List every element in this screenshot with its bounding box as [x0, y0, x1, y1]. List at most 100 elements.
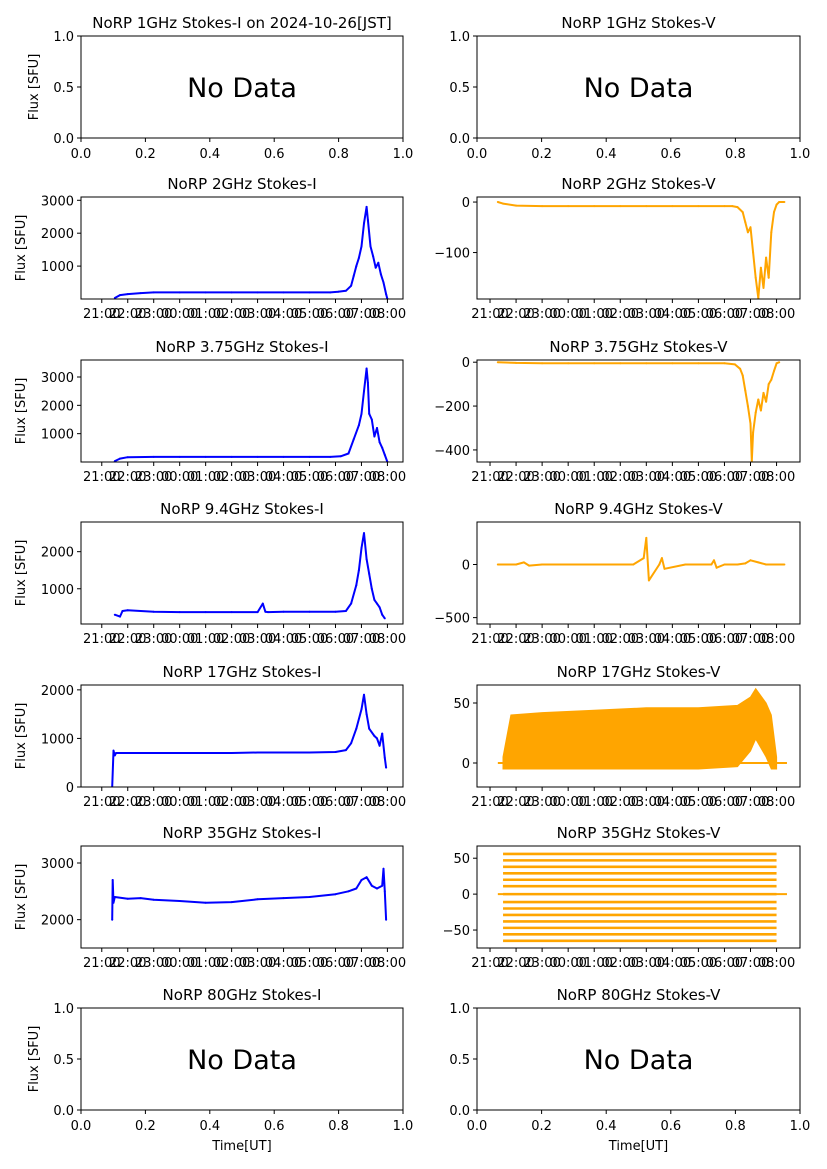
data-point: [744, 562, 747, 565]
x-tick-label: 01:00: [575, 307, 612, 322]
data-point: [660, 557, 663, 560]
data-point: [741, 374, 744, 377]
y-tick-label: 1000: [41, 260, 74, 275]
x-tick-label: 06:00: [317, 307, 354, 322]
y-tick-label: 3000: [41, 857, 74, 872]
x-tick-label: 00:00: [549, 470, 586, 485]
x-tick-label: 21:00: [471, 470, 508, 485]
x-tick-label: 04:00: [654, 307, 691, 322]
x-tick-label: 08:00: [369, 632, 406, 647]
data-point: [736, 206, 739, 209]
x-tick-label: 06:00: [706, 795, 743, 810]
x-tick-label: 22:00: [109, 632, 146, 647]
y-tick-label: −200: [434, 400, 470, 415]
y-axis-label: Flux [SFU]: [14, 540, 29, 607]
x-tick-label: 04:00: [654, 470, 691, 485]
data-point: [741, 211, 744, 214]
data-point: [376, 602, 378, 605]
x-tick-label: 22:00: [497, 470, 534, 485]
series-line: [114, 367, 389, 462]
data-point: [715, 566, 718, 569]
data-point: [363, 222, 365, 225]
x-tick-label: 08:00: [369, 307, 406, 322]
chart-title: NoRP 2GHz Stokes-I: [167, 175, 316, 193]
data-point: [308, 610, 311, 613]
plot-area: [111, 867, 388, 921]
data-point: [261, 602, 264, 605]
x-tick-label: 0.4: [199, 1119, 220, 1134]
axes-frame: [80, 521, 404, 625]
x-tick-label: 21:00: [471, 632, 508, 647]
x-tick-label: 00:00: [549, 956, 586, 971]
data-point: [357, 424, 360, 427]
data-point: [308, 291, 311, 294]
data-point: [762, 286, 765, 289]
data-point: [139, 292, 142, 295]
data-point: [352, 438, 355, 441]
x-tick-label: 07:00: [343, 632, 380, 647]
x-tick-label: 08:00: [369, 470, 406, 485]
data-point: [632, 563, 635, 566]
data-point: [334, 751, 337, 753]
y-tick-label: 0: [462, 559, 470, 574]
data-point: [152, 455, 155, 458]
x-tick-label: 07:00: [343, 956, 380, 971]
panel-p5v: NoRP 17GHz Stokes-V 0 50 21:0022:0023:0000:…: [453, 663, 801, 810]
plot-area: [113, 205, 389, 299]
x-tick-label: 01:00: [187, 632, 224, 647]
x-tick-label: 04:00: [265, 956, 302, 971]
x-tick-label: 05:00: [291, 632, 328, 647]
x-tick-label: 0.6: [264, 147, 285, 162]
x-tick-label: 06:00: [317, 470, 354, 485]
x-tick-label: 03:00: [239, 470, 276, 485]
data-point: [376, 737, 378, 740]
y-tick-label: 0: [462, 888, 470, 903]
data-point: [282, 455, 285, 458]
y-tick-label: 1.0: [53, 30, 74, 45]
plot-area: [497, 687, 787, 770]
data-point: [363, 532, 365, 535]
data-point: [352, 275, 355, 277]
x-tick-label: 08:00: [758, 795, 795, 810]
panel-p2i: NoRP 2GHz Stokes-I 1000 2000 3000 21:0022:00…: [14, 175, 406, 322]
data-point: [355, 584, 358, 587]
data-point: [111, 879, 114, 881]
data-point: [350, 602, 353, 605]
data-point: [344, 749, 347, 752]
data-point: [369, 245, 372, 248]
y-tick-label: 3000: [41, 371, 74, 386]
series-line: [497, 201, 785, 299]
x-tick-label: 03:00: [628, 956, 665, 971]
y-tick-label: −400: [434, 444, 470, 459]
data-point: [522, 561, 525, 564]
data-point: [541, 563, 544, 566]
data-point: [385, 918, 388, 921]
data-point: [113, 613, 116, 616]
data-point: [178, 611, 181, 614]
chart-title: NoRP 9.4GHz Stokes-V: [554, 500, 723, 518]
data-point: [308, 751, 311, 754]
data-point: [365, 367, 368, 370]
data-point: [746, 405, 749, 408]
data-point: [111, 918, 114, 921]
x-tick-label: 04:00: [265, 307, 302, 322]
data-point: [593, 563, 596, 566]
y-tick-label: 1.0: [53, 1002, 74, 1017]
data-point: [770, 378, 773, 381]
x-tick-label: 04:00: [654, 956, 691, 971]
no-data-label: No Data: [584, 73, 694, 104]
panel-p3v: NoRP 3.75GHz Stokes-V 0 −200 −40021:0022:00…: [434, 338, 801, 485]
y-axis-label: Flux [SFU]: [27, 1026, 42, 1093]
x-tick-label: 03:00: [239, 307, 276, 322]
chart-title: NoRP 1GHz Stokes-I on 2024-10-26[JST]: [92, 14, 392, 32]
x-tick-label: 23:00: [135, 632, 172, 647]
data-point: [778, 201, 781, 203]
no-data-label: No Data: [187, 1045, 297, 1076]
x-tick-label: 23:00: [135, 956, 172, 971]
data-point: [645, 205, 648, 208]
data-point: [339, 455, 342, 458]
data-point: [383, 453, 386, 456]
axes-frame: [476, 196, 801, 300]
x-tick-label: 03:00: [628, 307, 665, 322]
x-tick-label: 01:00: [575, 795, 612, 810]
